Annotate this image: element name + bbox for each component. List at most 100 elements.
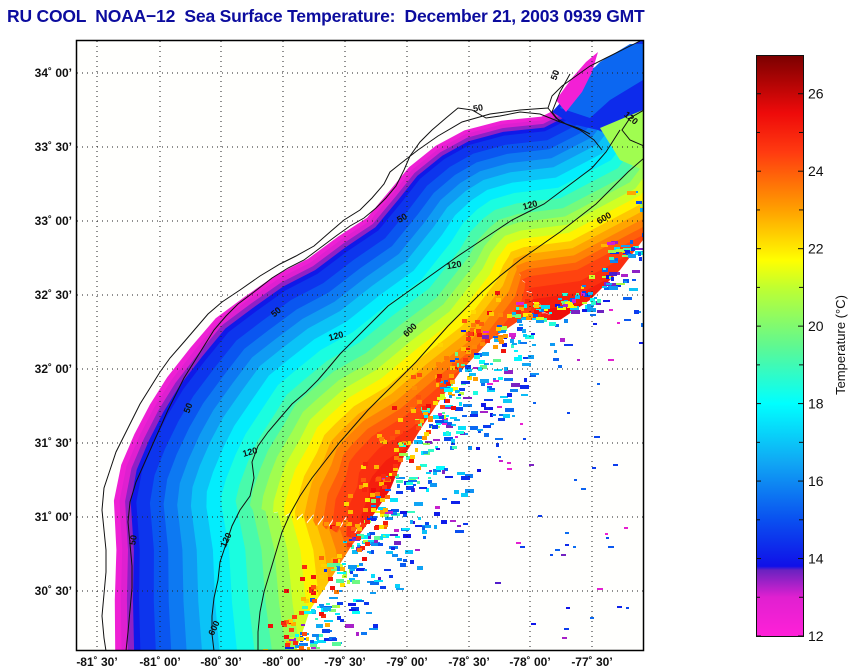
sst-pixel [319,604,324,608]
sst-pixel [640,252,643,255]
sst-pixel [573,546,576,548]
sst-pixel [315,618,318,620]
sst-pixel [423,451,428,454]
sst-pixel [446,382,451,386]
sst-pixel [422,436,427,440]
sst-pixel [461,330,466,332]
sst-pixel [514,350,518,352]
sst-pixel [425,522,429,526]
sst-pixel [647,256,653,259]
sst-pixel [369,628,378,630]
sst-pixel [357,548,362,552]
sst-pixel [609,309,613,311]
sst-pixel [368,535,371,539]
sst-pixel [641,323,643,327]
sst-pixel [452,363,457,367]
sst-pixel [359,485,364,489]
sst-pixel [418,423,422,427]
sst-pixel [400,563,406,567]
sst-pixel [450,360,455,362]
sst-pixel [295,634,299,637]
sst-pixel [316,647,320,649]
sst-pixel [284,620,289,624]
sst-pixel [461,347,466,351]
sst-pixel [519,324,523,326]
sst-pixel [347,522,352,526]
sst-pixel [621,274,628,277]
sst-pixel [392,554,398,557]
sst-pixel [382,440,387,444]
sst-pixel [374,526,379,530]
sst-pixel [482,352,489,356]
sst-pixel [408,480,417,482]
sst-pixel [363,462,368,466]
sst-pixel [289,638,296,642]
latitude-tick-label: 33˚ 30’ [35,140,72,154]
sst-pixel [356,536,361,540]
sst-pixel [512,312,516,315]
sst-pixel [371,542,380,546]
sst-pixel [679,260,684,264]
sst-pixel [652,293,661,297]
sst-pixel [462,319,467,323]
sst-pixel [380,498,385,502]
sst-pixel [714,224,722,228]
sst-pixel [347,543,352,547]
sst-pixel [362,488,367,492]
sst-pixel [390,534,398,536]
sst-pixel [517,327,523,331]
sst-pixel [444,356,449,360]
sst-pixel [587,308,596,312]
sst-pixel [438,413,442,416]
sst-pixel [647,248,655,250]
sst-pixel [664,208,673,211]
longitude-tick-label: -80˚ 00’ [262,655,303,669]
sst-pixel [426,472,431,474]
sst-pixel [411,409,416,413]
sst-pixel [312,634,319,637]
colorbar-tick-label: 18 [808,396,824,412]
sst-pixel [311,585,316,589]
sst-pixel [302,606,308,609]
sst-pixel [455,530,464,533]
sst-pixel [334,590,339,594]
sst-pixel [424,415,428,418]
sst-pixel [675,263,678,265]
sst-pixel [371,550,374,554]
sst-pixel [521,318,528,320]
sst-pixel [445,399,450,403]
sst-pixel [660,266,668,270]
sst-pixel [507,462,511,464]
sst-pixel [317,606,320,608]
sst-pixel [285,643,290,647]
sst-pixel [603,300,610,302]
sst-pixel [392,472,397,476]
sst-pixel [319,612,324,616]
sst-pixel [503,399,512,403]
sst-pixel [302,632,307,636]
sst-pixel [523,334,527,337]
sst-pixel [423,536,426,539]
sst-pixel [406,482,413,485]
sst-pixel [468,332,473,336]
sst-pixel [434,512,440,516]
sst-pixel [631,247,635,251]
sst-pixel [480,411,488,413]
sst-pixel [335,613,340,615]
sst-pixel [592,467,596,469]
sst-pixel [550,554,553,556]
latitude-axis: 34˚ 00’ 33˚ 30’ 33˚ 00’ 32˚ 30’ 32˚ 00’ 31˚ 3… [35,66,72,598]
sst-pixel [636,201,642,204]
sst-pixel [487,386,492,388]
sst-pixel [352,611,360,614]
contour-lines [101,41,643,650]
sst-pixel [495,291,500,295]
sst-pixel [656,194,662,198]
sst-pixel [623,297,632,300]
sst-pixel [609,257,614,260]
sst-pixel [477,469,481,472]
sst-pixel [514,357,522,361]
sst-pixel [624,527,628,529]
sst-pixel [673,212,680,214]
